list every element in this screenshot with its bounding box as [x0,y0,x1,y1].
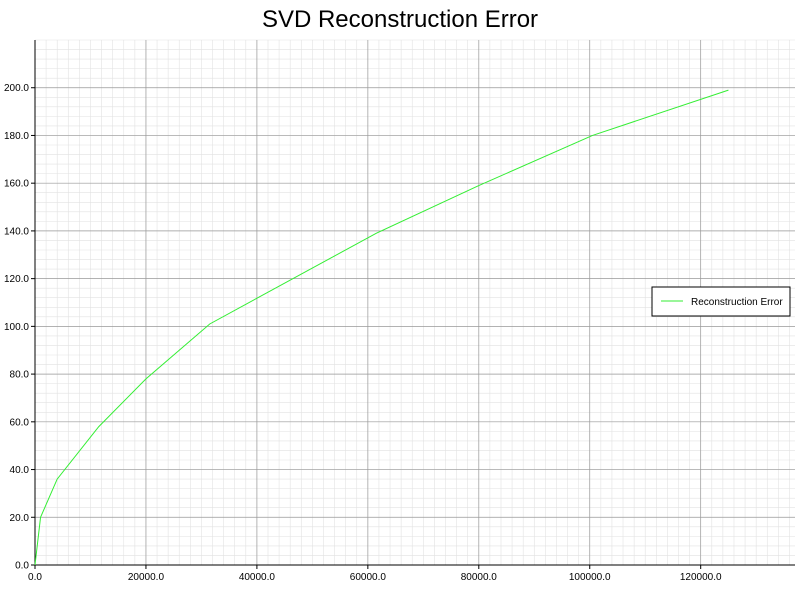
y-tick-label: 160.0 [4,179,29,190]
y-tick-label: 20.0 [10,513,30,524]
y-tick-label: 140.0 [4,226,29,237]
x-axis-ticks: 0.0 20000.0 40000.0 60000.0 80000.0 100000.0 1… [28,565,722,583]
legend: Reconstruction Error [651,286,791,317]
x-tick-label: 120000.0 [680,572,722,583]
series-line [34,89,729,566]
axes [34,40,795,566]
x-tick-label: 100000.0 [569,572,611,583]
y-tick-label: 60.0 [10,417,30,428]
x-tick-label: 80000.0 [461,572,498,583]
y-tick-label: 200.0 [4,83,29,94]
series-layer [34,89,729,566]
major-grid [34,40,795,566]
x-tick-label: 40000.0 [239,572,276,583]
chart-title: SVD Reconstruction Error [261,6,539,33]
x-tick-label: 20000.0 [128,572,165,583]
y-axis-ticks: 0.0 20.0 40.0 60.0 80.0 100.0 120.0 140.0 160.0 1… [4,83,35,572]
y-tick-label: 100.0 [4,322,29,333]
y-tick-label: 80.0 [10,370,30,381]
y-tick-label: 180.0 [4,131,29,142]
x-tick-label: 0.0 [28,572,42,583]
y-tick-label: 40.0 [10,465,30,476]
legend-label: Reconstruction Error [691,297,783,308]
minor-grid [34,39,795,566]
x-tick-label: 60000.0 [350,572,387,583]
y-tick-label: 0.0 [15,561,29,572]
y-tick-label: 120.0 [4,274,29,285]
